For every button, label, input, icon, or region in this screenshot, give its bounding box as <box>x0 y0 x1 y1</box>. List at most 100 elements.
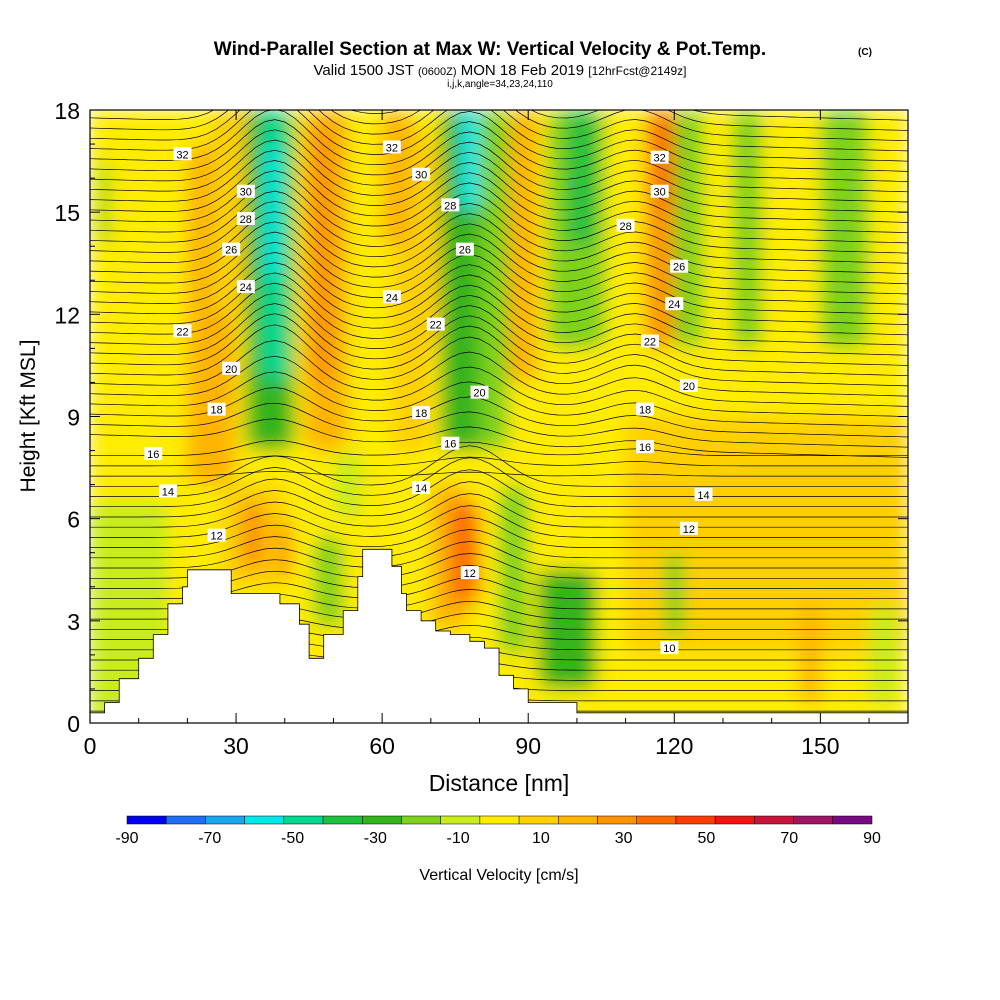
theta-contour-label: 24 <box>240 282 252 294</box>
theta-contour-line <box>90 129 908 203</box>
theta-contour-line <box>90 282 908 356</box>
velocity-cell <box>333 450 363 519</box>
y-tick-label: 6 <box>67 507 80 533</box>
theta-contour-line <box>90 292 908 366</box>
subtitle-part: [12hrFcst@2149z] <box>588 64 686 78</box>
x-axis: 0 30 60 90 120 150 <box>84 110 870 759</box>
colorbar-swatch <box>518 815 559 825</box>
theta-contour-label: 22 <box>644 337 656 349</box>
velocity-cell <box>411 144 441 349</box>
theta-contour-label: 24 <box>386 292 398 304</box>
theta-contour-label: 30 <box>415 170 427 182</box>
theta-contour-line <box>90 119 908 193</box>
theta-label-bg <box>616 218 635 232</box>
theta-contour-label: 26 <box>225 245 237 257</box>
x-axis-label: Distance [nm] <box>429 770 570 796</box>
theta-contour-label: 22 <box>176 326 188 338</box>
theta-label-bg <box>636 402 655 416</box>
theta-label-bg <box>670 259 689 273</box>
theta-label-bg <box>650 184 669 198</box>
theta-contour-label: 16 <box>444 439 456 451</box>
velocity-cell <box>240 501 266 570</box>
theta-contour-label: 16 <box>147 449 159 461</box>
velocity-cell <box>313 535 344 628</box>
colorbar-swatch <box>165 815 206 825</box>
theta-label-bg <box>236 184 255 198</box>
theta-label-bg <box>236 211 255 225</box>
theta-contour-line <box>90 439 908 457</box>
plot-area <box>90 110 908 723</box>
theta-contour-label: 26 <box>673 262 685 274</box>
theta-contour-line <box>90 455 908 467</box>
colorbar-swatch <box>362 815 402 825</box>
colorbar-swatch <box>636 815 677 825</box>
theta-label-bg <box>679 378 698 392</box>
theta-label-bg <box>382 140 401 154</box>
subtitle-part: Valid 1500 JST <box>313 62 418 79</box>
theta-label-bg <box>222 242 241 256</box>
theta-contour-line <box>90 110 908 152</box>
velocity-cell <box>99 161 110 247</box>
theta-label-bg <box>460 566 479 580</box>
velocity-cell <box>90 348 188 502</box>
theta-contour-line <box>90 355 908 417</box>
theta-contour-line <box>90 200 908 274</box>
theta-label-bg <box>441 436 460 450</box>
theta-label-bg <box>173 147 192 161</box>
colorbar-swatch <box>283 815 324 825</box>
theta-contour-line <box>90 303 908 377</box>
velocity-cell <box>279 518 290 580</box>
theta-contour-line <box>90 517 908 548</box>
theta-contour-line <box>90 160 908 234</box>
colorbar-swatch <box>205 815 245 825</box>
theta-contour-line <box>90 110 908 142</box>
velocity-cell <box>664 552 685 638</box>
colorbar-swatch <box>597 815 637 825</box>
colorbar-swatch <box>558 815 598 825</box>
theta-contour-line <box>90 110 908 182</box>
y-tick-label: 0 <box>67 711 80 737</box>
x-tick-label: 90 <box>515 733 541 759</box>
theta-label-bg <box>650 150 669 164</box>
theta-contour-line <box>90 190 908 264</box>
theta-contour-line <box>90 110 908 172</box>
chart-title-mark: (C) <box>858 47 872 58</box>
theta-contour-label: 20 <box>683 381 695 393</box>
theta-contour-line <box>350 110 908 131</box>
theta-contour-label: 32 <box>654 153 666 165</box>
theta-contour-label: 12 <box>464 568 476 580</box>
theta-contour-label: 14 <box>697 490 709 502</box>
theta-label-bg <box>207 528 226 542</box>
colorbar-swatch <box>126 815 167 825</box>
theta-contour-line <box>90 231 908 305</box>
theta-contour-line <box>90 481 908 518</box>
theta-contour-label: 28 <box>619 221 631 233</box>
colorbar-swatch <box>793 815 834 825</box>
y-tick-label: 15 <box>54 200 80 226</box>
theta-contour-line <box>90 149 908 223</box>
theta-contour-label: 14 <box>162 486 174 498</box>
colorbar-tick-label: -90 <box>115 830 138 847</box>
theta-contour-label: 10 <box>663 643 675 655</box>
colorbar-swatch <box>440 815 481 825</box>
theta-contour-line <box>90 371 908 428</box>
colorbar-tick-label: 10 <box>532 830 550 847</box>
y-tick-label: 12 <box>54 302 80 328</box>
theta-contour-label: 28 <box>240 214 252 226</box>
colorbar-tick-label: 50 <box>698 830 716 847</box>
colorbar-tick-label: 30 <box>615 830 633 847</box>
theta-contour-line <box>90 457 908 497</box>
velocity-cell <box>674 110 704 349</box>
velocity-cell <box>382 110 412 247</box>
theta-contour-line <box>90 541 908 569</box>
velocity-cell <box>479 110 509 451</box>
x-tick-label: 0 <box>84 733 97 759</box>
theta-contour-line <box>90 445 908 487</box>
theta-label-bg <box>382 290 401 304</box>
subtitle-part: (0600Z) <box>418 66 457 78</box>
theta-label-bg <box>412 481 431 495</box>
colorbar-tick-label: 90 <box>863 830 881 847</box>
velocity-cell <box>460 110 480 213</box>
theta-contour-line <box>90 272 908 346</box>
